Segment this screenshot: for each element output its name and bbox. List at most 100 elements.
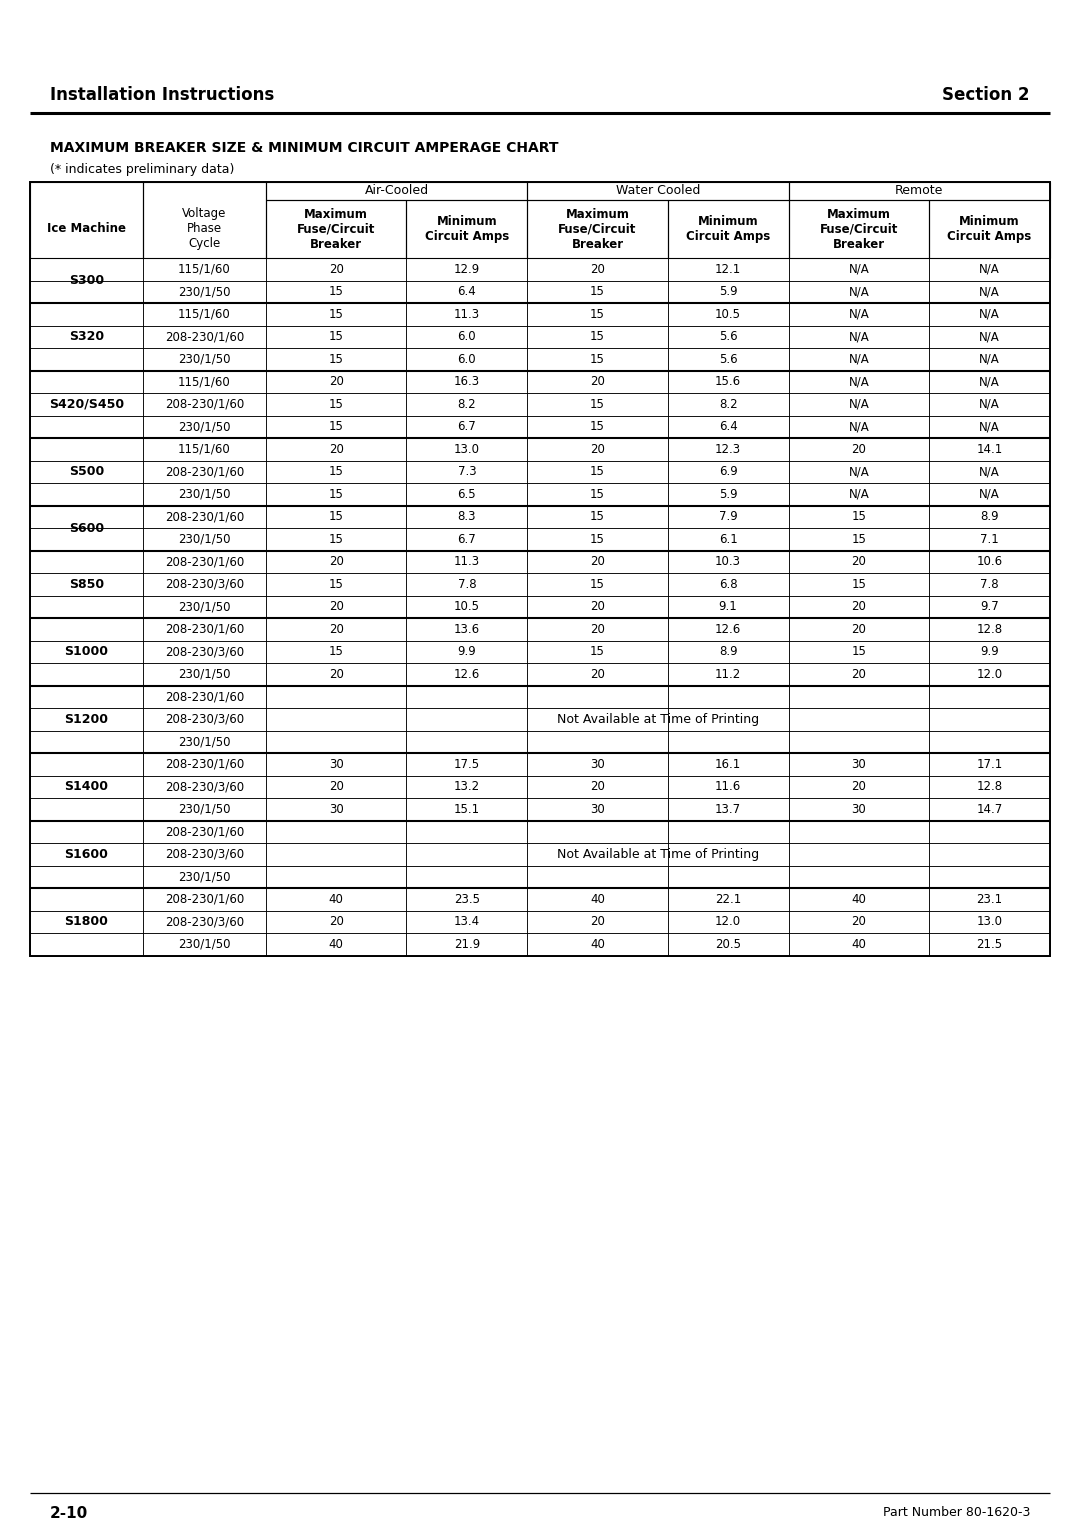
Bar [406,506,527,529]
Bar [929,550,1050,573]
Bar [788,370,929,393]
Text: 208-230/3/60: 208-230/3/60 [165,848,244,860]
Text: Minimum
Circuit Amps: Minimum Circuit Amps [686,215,770,243]
Text: N/A: N/A [978,465,1000,478]
Bar [667,686,788,707]
Bar [527,934,667,955]
Bar [527,888,667,911]
Bar [527,911,667,934]
Bar [527,753,667,776]
Text: 15: 15 [590,397,605,411]
Bar [527,573,667,596]
Bar [929,640,1050,663]
Bar [30,550,143,573]
Text: 13.0: 13.0 [454,443,480,455]
Bar [929,686,1050,707]
Text: 230/1/50: 230/1/50 [178,533,231,545]
Text: 20: 20 [328,263,343,275]
Text: 13.4: 13.4 [454,915,480,927]
Text: 5.6: 5.6 [719,353,738,365]
Text: 20: 20 [590,443,605,455]
Bar [406,393,527,416]
Bar [527,281,667,303]
Bar [30,617,143,640]
Text: 230/1/50: 230/1/50 [178,601,231,613]
Bar [143,911,266,934]
Bar [143,258,266,281]
Bar [788,707,929,730]
Text: 40: 40 [328,938,343,950]
Text: 6.7: 6.7 [458,533,476,545]
Bar [929,370,1050,393]
Bar [406,934,527,955]
Text: 208-230/1/60: 208-230/1/60 [165,397,244,411]
Text: 7.8: 7.8 [980,578,999,591]
Bar [788,416,929,439]
Bar [30,439,143,460]
Bar [667,303,788,325]
Bar [788,182,1050,200]
Text: N/A: N/A [978,330,1000,344]
Bar [266,258,406,281]
Text: 15: 15 [328,533,343,545]
Bar [406,348,527,370]
Text: 6.4: 6.4 [718,420,738,434]
Text: 15: 15 [590,353,605,365]
Text: 20: 20 [590,376,605,388]
Text: 115/1/60: 115/1/60 [178,263,231,275]
Bar [788,798,929,821]
Bar [266,550,406,573]
Text: 15: 15 [328,420,343,434]
Text: 6.8: 6.8 [719,578,738,591]
Text: 6.0: 6.0 [458,353,476,365]
Bar [788,258,929,281]
Bar [667,798,788,821]
Text: Section 2: Section 2 [943,86,1030,104]
Bar [929,663,1050,686]
Text: 15: 15 [590,645,605,659]
Bar [266,730,406,753]
Bar [30,370,143,393]
Text: Ice Machine: Ice Machine [46,223,126,235]
Text: 20: 20 [590,555,605,568]
Bar [788,730,929,753]
Text: N/A: N/A [978,420,1000,434]
Bar [266,460,406,483]
Text: 20: 20 [328,668,343,681]
Bar [30,821,143,843]
Bar [143,865,266,888]
Text: N/A: N/A [849,397,869,411]
Text: 2-10: 2-10 [50,1505,89,1520]
Bar [788,663,929,686]
Bar [527,865,667,888]
Text: 208-230/1/60: 208-230/1/60 [165,330,244,344]
Text: 12.3: 12.3 [715,443,741,455]
Bar [143,798,266,821]
Bar [788,529,929,550]
Text: 12.8: 12.8 [976,781,1002,793]
Bar [30,843,143,865]
Bar [266,934,406,955]
Bar [143,506,266,529]
Text: MAXIMUM BREAKER SIZE & MINIMUM CIRCUIT AMPERAGE CHART: MAXIMUM BREAKER SIZE & MINIMUM CIRCUIT A… [50,141,558,154]
Text: 208-230/1/60: 208-230/1/60 [165,465,244,478]
Text: 208-230/1/60: 208-230/1/60 [165,758,244,770]
Text: 15: 15 [328,465,343,478]
Text: 17.5: 17.5 [454,758,480,770]
Text: 15: 15 [590,533,605,545]
Bar [406,730,527,753]
Text: 20.5: 20.5 [715,938,741,950]
Bar [266,640,406,663]
Bar [30,393,143,416]
Text: Part Number 80-1620-3: Part Number 80-1620-3 [882,1507,1030,1519]
Text: 8.3: 8.3 [458,510,476,523]
Bar [266,281,406,303]
Text: Remote: Remote [895,185,944,197]
Bar [266,596,406,617]
Bar [266,529,406,550]
Bar [929,439,1050,460]
Bar [143,393,266,416]
Bar [30,663,143,686]
Bar [406,798,527,821]
Bar [788,460,929,483]
